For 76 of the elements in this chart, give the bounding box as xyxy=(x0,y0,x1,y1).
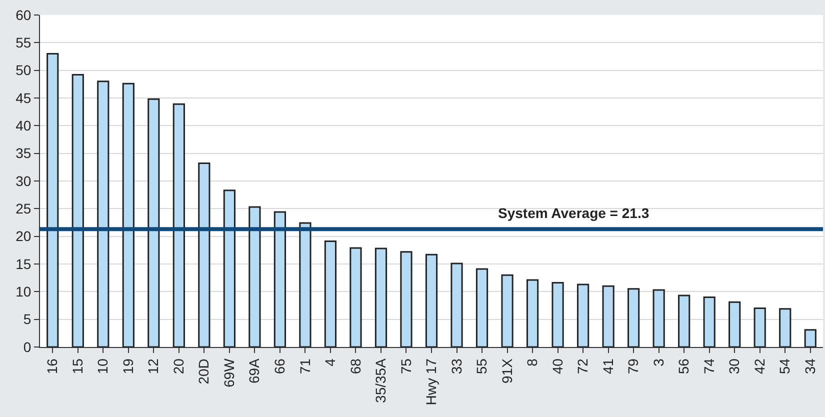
bar xyxy=(248,206,261,347)
y-tick-label: 55 xyxy=(16,34,32,51)
bar xyxy=(97,80,110,347)
bar xyxy=(779,308,792,347)
x-tick-label: 42 xyxy=(751,358,768,374)
x-tick-label: Hwy 17 xyxy=(423,358,440,406)
x-tick-label: 33 xyxy=(448,358,464,374)
x-tick-label: 66 xyxy=(272,358,288,374)
x-tick-label: 91X xyxy=(498,358,515,384)
x-tick-label: 69W xyxy=(220,358,237,388)
y-tick-label: 25 xyxy=(16,200,32,217)
y-tick-label: 10 xyxy=(16,284,32,300)
y-tick-label: 35 xyxy=(16,145,32,162)
x-tick-label: 34 xyxy=(802,358,818,374)
x-tick-label: 35/35A xyxy=(372,358,389,403)
y-tick-label: 60 xyxy=(16,6,32,23)
x-tick-label: 72 xyxy=(574,358,591,374)
bar xyxy=(552,282,564,347)
bar xyxy=(122,82,134,347)
x-tick-label: 41 xyxy=(600,358,616,374)
y-tick-label: 30 xyxy=(16,172,32,189)
bar xyxy=(324,240,337,347)
bar xyxy=(652,289,665,347)
bar xyxy=(350,247,362,347)
y-tick-label: 20 xyxy=(16,228,32,244)
bar xyxy=(678,294,690,347)
x-tick-label: 68 xyxy=(347,358,364,374)
bar xyxy=(425,254,438,347)
bar xyxy=(400,251,412,347)
bar xyxy=(703,296,716,347)
x-tick-label: 69A xyxy=(246,358,262,384)
bar xyxy=(450,262,463,347)
x-tick-label: 54 xyxy=(776,358,793,374)
x-tick-label: 40 xyxy=(549,358,566,374)
bar xyxy=(728,301,741,347)
bar xyxy=(299,222,312,347)
bar xyxy=(576,284,590,347)
y-tick-label: 0 xyxy=(23,338,32,355)
x-tick-label: 3 xyxy=(650,358,666,366)
bar xyxy=(602,285,614,347)
bar xyxy=(172,103,185,347)
x-tick-label: 4 xyxy=(322,358,338,366)
bar xyxy=(754,308,766,347)
y-tick-label: 50 xyxy=(16,62,32,78)
x-tick-label: 12 xyxy=(145,358,162,374)
y-tick-label: 15 xyxy=(16,256,32,272)
bar xyxy=(223,190,236,347)
y-tick-label: 5 xyxy=(23,311,32,328)
x-tick-label: 8 xyxy=(524,358,540,366)
bar xyxy=(628,288,640,347)
x-tick-label: 79 xyxy=(625,358,642,374)
x-tick-label: 20D xyxy=(196,358,212,384)
x-tick-label: 20 xyxy=(170,358,186,374)
x-tick-label: 10 xyxy=(94,358,111,374)
x-tick-label: 30 xyxy=(726,358,742,374)
y-tick-label: 40 xyxy=(16,118,32,134)
ref-line-label: System Average = 21.3 xyxy=(498,205,650,221)
bar xyxy=(526,279,539,347)
x-tick-label: 75 xyxy=(398,358,414,374)
x-tick-label: 56 xyxy=(676,358,692,374)
bar xyxy=(72,74,84,347)
bar xyxy=(148,98,160,347)
bar xyxy=(198,162,210,347)
x-tick-label: 71 xyxy=(296,358,313,374)
bar xyxy=(804,329,816,347)
x-tick-label: 55 xyxy=(474,358,490,374)
x-tick-label: 74 xyxy=(700,358,717,374)
bar xyxy=(476,268,488,347)
bar xyxy=(46,52,59,347)
y-tick-label: 45 xyxy=(16,90,32,106)
x-tick-label: 16 xyxy=(44,358,60,374)
bar xyxy=(374,248,388,347)
bar xyxy=(501,274,514,347)
x-tick-label: 19 xyxy=(120,358,136,374)
x-tick-label: 15 xyxy=(69,358,86,374)
bar xyxy=(274,211,286,347)
